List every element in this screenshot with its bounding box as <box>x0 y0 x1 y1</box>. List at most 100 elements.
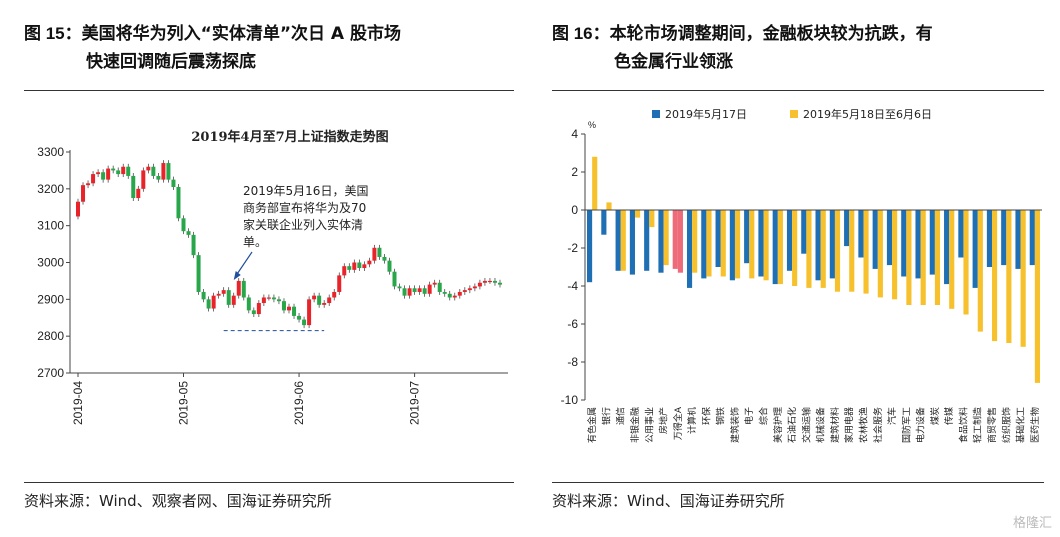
candle <box>422 288 427 294</box>
category-label: 煤炭 <box>929 407 941 425</box>
bar-may17 <box>915 210 921 279</box>
bar-may17 <box>758 210 764 277</box>
legend-label: 2019年5月18日至6月6日 <box>803 107 932 121</box>
bar-may18-jun6 <box>763 210 769 281</box>
candle <box>407 288 412 296</box>
candle <box>387 260 392 272</box>
annotation-text-line: 商务部宣布将华为及70 <box>243 200 366 215</box>
candle <box>266 297 271 299</box>
bar-may18-jun6 <box>706 210 712 277</box>
candle <box>337 275 342 292</box>
y-tick-label: 2 <box>571 165 578 179</box>
candle <box>231 295 236 305</box>
legend-label: 2019年5月17日 <box>665 107 747 121</box>
right-bottom-rule <box>552 482 1044 483</box>
candle <box>457 291 462 296</box>
bar-may18-jun6 <box>749 210 755 279</box>
candle <box>271 297 276 300</box>
candle <box>136 188 141 199</box>
bar-may17 <box>801 210 807 254</box>
category-label: 农林牧渔 <box>857 407 869 443</box>
bar-may17 <box>586 210 593 283</box>
bar-may17 <box>958 210 964 258</box>
watermark: 格隆汇 <box>1012 516 1052 531</box>
bar-may17 <box>829 210 835 279</box>
category-label: 建筑材料 <box>829 407 841 443</box>
figure-16-heading-line2: 色金属行业领涨 <box>614 52 733 72</box>
figure-16-title: 图 16：本轮市场调整期间，金融板块较为抗跌，有 色金属行业领涨 <box>552 20 1052 76</box>
candle <box>186 231 191 235</box>
candle <box>437 282 442 292</box>
candle <box>151 166 156 176</box>
candle <box>196 255 201 292</box>
bar-may18-jun6 <box>906 210 912 305</box>
candle <box>397 286 402 289</box>
bar-may18-jun6 <box>920 210 926 305</box>
bar-may18-jun6 <box>877 210 883 298</box>
candle <box>417 288 422 292</box>
category-label: 食品饮料 <box>957 407 969 443</box>
bar-may17 <box>944 210 950 285</box>
category-label: 汽车 <box>886 407 898 425</box>
y-tick-label: 4 <box>571 127 578 141</box>
bar-may17 <box>1001 210 1007 266</box>
bar-may17 <box>672 210 678 269</box>
bar-may17 <box>744 210 750 264</box>
candle <box>126 166 131 176</box>
candle <box>161 163 166 180</box>
category-label: 基础化工 <box>1015 407 1027 443</box>
bar-may18-jun6 <box>634 210 641 218</box>
candle <box>226 290 231 305</box>
bar-may18-jun6 <box>992 210 998 342</box>
candle <box>372 247 377 261</box>
x-tick-label: 2019-04 <box>71 381 85 425</box>
candle <box>131 175 136 199</box>
candle <box>256 303 261 315</box>
left-bottom-rule <box>24 482 514 483</box>
candle <box>362 264 367 269</box>
category-label: 家用电器 <box>843 407 855 443</box>
bar-may17 <box>1015 210 1021 269</box>
x-tick-label: 2019-05 <box>177 381 191 425</box>
bar-may18-jun6 <box>677 210 683 273</box>
candle <box>347 266 352 270</box>
bar-may17 <box>686 210 693 288</box>
candle <box>498 282 502 285</box>
bar-may18-jun6 <box>949 210 955 309</box>
category-label: 钢铁 <box>715 407 727 425</box>
figure-15-source: 资料来源：Wind、观察者网、国海证券研究所 <box>24 492 332 510</box>
candle <box>402 288 407 296</box>
category-label: 公用事业 <box>643 407 655 443</box>
candle <box>492 280 497 283</box>
candle <box>281 301 286 311</box>
candle <box>246 297 251 311</box>
category-label: 机械设备 <box>815 407 827 443</box>
category-label: 国防军工 <box>900 407 912 443</box>
candle <box>91 174 96 184</box>
candle <box>287 306 291 311</box>
candle <box>302 319 307 326</box>
candle <box>367 260 372 265</box>
bar-may18-jun6 <box>606 202 612 210</box>
bar-may17 <box>644 210 650 271</box>
bar-may18-jun6 <box>934 210 941 305</box>
category-label: 建筑装饰 <box>729 407 741 443</box>
category-label: 纺织服饰 <box>1000 407 1012 443</box>
category-label: 计算机 <box>686 407 698 434</box>
bar-may18-jun6 <box>663 210 669 266</box>
candle <box>357 262 362 269</box>
candle <box>146 166 151 171</box>
candle <box>171 179 176 187</box>
bar-may17 <box>715 210 721 267</box>
candle <box>292 306 297 316</box>
figure-15-heading-line2: 快速回调随后震荡探底 <box>86 52 256 72</box>
candle <box>276 299 281 302</box>
y-tick-label: 3200 <box>37 182 64 196</box>
legend-swatch <box>652 110 660 118</box>
candle <box>447 293 452 298</box>
y-tick-label: -4 <box>567 279 578 293</box>
candle <box>106 168 111 180</box>
bar-may18-jun6 <box>649 210 655 228</box>
y-tick-label: 3100 <box>37 219 64 233</box>
